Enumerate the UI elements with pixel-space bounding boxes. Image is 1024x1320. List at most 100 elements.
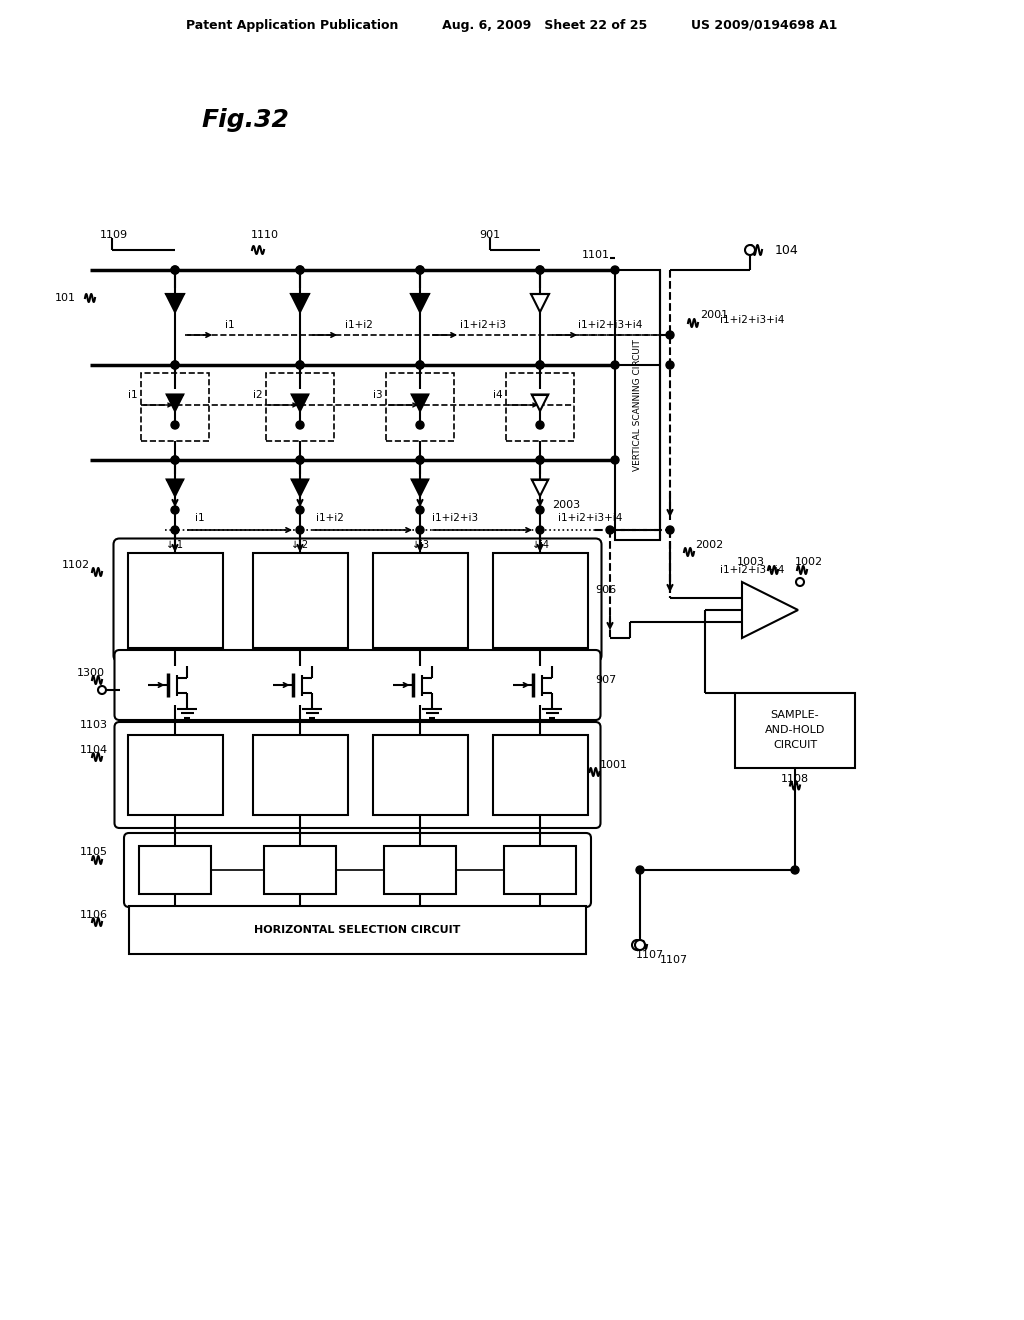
- Bar: [386, 372, 454, 441]
- Text: i1+i2+i3: i1+i2+i3: [432, 513, 478, 523]
- Circle shape: [536, 455, 544, 465]
- Text: 1102: 1102: [61, 560, 90, 570]
- Text: ↓i4: ↓i4: [531, 540, 549, 550]
- Text: +: +: [751, 591, 761, 605]
- Text: 1107: 1107: [636, 950, 664, 960]
- Circle shape: [171, 267, 179, 275]
- Text: 2003: 2003: [552, 500, 581, 510]
- Text: 901: 901: [479, 230, 501, 240]
- Bar: [266, 372, 334, 441]
- Polygon shape: [412, 479, 428, 496]
- Text: 1104: 1104: [80, 744, 108, 755]
- Circle shape: [296, 421, 304, 429]
- Circle shape: [416, 360, 424, 370]
- Bar: [373, 735, 468, 814]
- Circle shape: [791, 866, 799, 874]
- Text: CIRCUIT: CIRCUIT: [399, 784, 440, 795]
- Circle shape: [296, 360, 304, 370]
- Text: VC: VC: [167, 570, 183, 579]
- Polygon shape: [411, 294, 429, 312]
- Text: AND-HOLD: AND-HOLD: [765, 725, 825, 735]
- Bar: [373, 553, 468, 648]
- Text: CIRCUIT: CIRCUIT: [280, 611, 321, 620]
- Circle shape: [171, 525, 179, 535]
- Text: 1107: 1107: [660, 954, 688, 965]
- Circle shape: [536, 455, 544, 465]
- Circle shape: [536, 360, 544, 370]
- Circle shape: [171, 360, 179, 370]
- Text: CURRENT: CURRENT: [275, 756, 325, 766]
- Polygon shape: [531, 294, 549, 312]
- Circle shape: [171, 421, 179, 429]
- Circle shape: [416, 267, 424, 275]
- Text: i1+i2: i1+i2: [316, 513, 344, 523]
- Text: SW: SW: [528, 863, 551, 876]
- Text: VOLTAGE: VOLTAGE: [152, 585, 199, 595]
- Circle shape: [635, 940, 645, 950]
- Circle shape: [296, 267, 304, 275]
- Text: i1: i1: [128, 389, 138, 400]
- Text: CIRCUIT: CIRCUIT: [519, 784, 560, 795]
- Polygon shape: [531, 479, 548, 496]
- Text: i4: i4: [494, 389, 503, 400]
- Polygon shape: [412, 395, 428, 411]
- Circle shape: [611, 267, 618, 275]
- Text: READ: READ: [525, 770, 554, 780]
- Text: 2002: 2002: [695, 540, 723, 550]
- Circle shape: [416, 267, 424, 275]
- Circle shape: [416, 506, 424, 513]
- Text: −: −: [751, 616, 761, 630]
- Text: 101: 101: [55, 293, 76, 304]
- Text: Fig.32: Fig.32: [201, 108, 289, 132]
- Polygon shape: [167, 395, 183, 411]
- Bar: [141, 372, 209, 441]
- Text: ↓i2: ↓i2: [292, 540, 308, 550]
- Circle shape: [636, 866, 644, 874]
- Text: SW: SW: [164, 863, 186, 876]
- Circle shape: [606, 525, 614, 535]
- Circle shape: [536, 267, 544, 275]
- Text: 1105: 1105: [80, 847, 108, 857]
- Circle shape: [416, 455, 424, 465]
- Circle shape: [745, 246, 755, 255]
- Polygon shape: [166, 294, 184, 312]
- Text: VOLTAGE: VOLTAGE: [276, 585, 324, 595]
- Circle shape: [536, 360, 544, 370]
- FancyBboxPatch shape: [114, 539, 601, 661]
- Text: i1+i2+i3+i4: i1+i2+i3+i4: [720, 315, 784, 325]
- Circle shape: [296, 455, 304, 465]
- Bar: [253, 553, 347, 648]
- Text: i1+i2: i1+i2: [345, 319, 373, 330]
- Polygon shape: [292, 395, 308, 411]
- Circle shape: [611, 360, 618, 370]
- Bar: [128, 553, 222, 648]
- Bar: [493, 553, 588, 648]
- Circle shape: [296, 267, 304, 275]
- Bar: [129, 906, 586, 954]
- Text: 1103: 1103: [80, 719, 108, 730]
- Text: 1110: 1110: [251, 230, 279, 240]
- Circle shape: [296, 525, 304, 535]
- Text: CIRCUIT: CIRCUIT: [155, 611, 196, 620]
- Text: CURRENT: CURRENT: [151, 756, 200, 766]
- Text: i1: i1: [196, 513, 205, 523]
- Text: i3: i3: [374, 389, 383, 400]
- Circle shape: [666, 331, 674, 339]
- Text: 1002: 1002: [795, 557, 823, 568]
- Circle shape: [296, 455, 304, 465]
- Text: i1+i2+i3+i4: i1+i2+i3+i4: [558, 513, 623, 523]
- FancyBboxPatch shape: [115, 722, 600, 828]
- Circle shape: [536, 267, 544, 275]
- Circle shape: [796, 578, 804, 586]
- Polygon shape: [742, 582, 798, 638]
- Text: 906: 906: [596, 585, 616, 595]
- Circle shape: [171, 455, 179, 465]
- Text: 1109: 1109: [100, 230, 128, 240]
- Circle shape: [666, 525, 674, 535]
- Text: ↓i3: ↓i3: [412, 540, 428, 550]
- Text: 1108: 1108: [781, 775, 809, 784]
- Text: CURRENT: CURRENT: [515, 756, 565, 766]
- Circle shape: [666, 360, 674, 370]
- Text: CIRCUIT: CIRCUIT: [280, 784, 321, 795]
- Text: i1+i2+i3: i1+i2+i3: [460, 319, 506, 330]
